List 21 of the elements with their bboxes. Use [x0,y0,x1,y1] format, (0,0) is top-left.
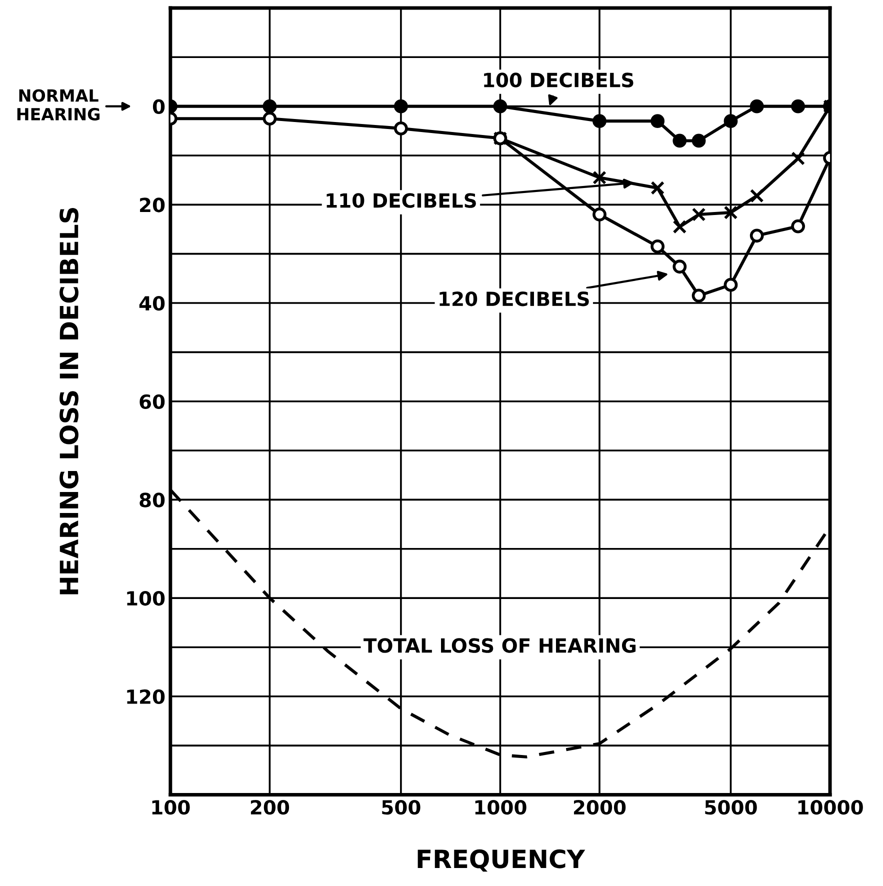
y-tick-label: 0 [152,99,165,114]
y-tick-label: 40 [139,296,165,311]
x-axis-title: FREQUENCY [418,849,586,872]
y-tick-label: 100 [127,591,165,606]
x-tick-label: 1000 [475,800,526,815]
text: 120 DECIBELS [440,291,589,306]
y-tick-label: 20 [140,198,165,212]
x-tick-label: 10000 [798,800,863,815]
y-axis-title: HEARING LOSS IN DECIBELS [60,208,78,594]
y-tick-label: 120 [127,689,165,704]
x-tick-label: 100 [152,800,190,815]
series-label: 100 DECIBELS [484,72,634,88]
x-tick-label: 200 [250,800,290,815]
y-tick-label: 60 [140,394,165,410]
text: 110 DECIBELS [326,193,476,208]
x-tick-label: 5000 [705,800,757,815]
x-tick-label: 500 [382,800,420,815]
text: NORMAL HEARING [17,89,100,120]
series-label: TOTAL LOSS OF HEARING [364,638,636,653]
y-tick-label: 80 [140,492,165,508]
x-tick-label: 2000 [574,800,626,815]
